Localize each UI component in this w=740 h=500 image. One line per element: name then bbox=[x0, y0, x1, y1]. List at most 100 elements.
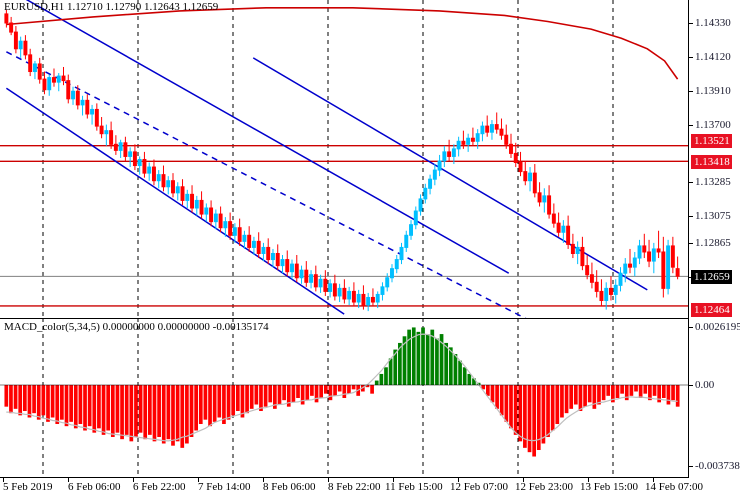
macd-histogram-bar bbox=[509, 385, 513, 429]
candle-body bbox=[589, 274, 594, 283]
macd-histogram-bar bbox=[32, 385, 36, 414]
macd-histogram-bar bbox=[333, 385, 337, 396]
candle-body bbox=[180, 186, 185, 201]
candle-body bbox=[266, 246, 271, 261]
macd-histogram-bar bbox=[106, 385, 111, 431]
macd-histogram-bar bbox=[310, 385, 314, 396]
candle-body bbox=[651, 248, 656, 262]
candle-body bbox=[661, 251, 666, 289]
candle-body bbox=[432, 169, 437, 180]
candle-body bbox=[251, 240, 256, 248]
macd-histogram-bar bbox=[64, 385, 69, 427]
candle-body bbox=[523, 171, 528, 182]
candle-body bbox=[52, 77, 56, 83]
macd-histogram-bar bbox=[661, 385, 666, 399]
macd-histogram-bar bbox=[351, 385, 356, 390]
macd-pane[interactable] bbox=[0, 318, 688, 478]
macd-histogram-bar bbox=[666, 385, 671, 405]
candle-body bbox=[489, 124, 494, 133]
candle-body bbox=[332, 283, 337, 297]
macd-histogram-bar bbox=[60, 385, 64, 420]
time-axis-label: 12 Feb 07:00 bbox=[450, 481, 509, 493]
macd-histogram-bar bbox=[175, 385, 180, 442]
candle-body bbox=[270, 252, 275, 261]
macd-histogram-bar bbox=[296, 385, 300, 399]
time-axis-label: 11 Feb 15:00 bbox=[385, 481, 443, 493]
candle-body bbox=[290, 263, 294, 273]
macd-histogram-bar bbox=[273, 385, 277, 409]
candle-body bbox=[594, 281, 599, 292]
candle-body bbox=[604, 287, 609, 302]
macd-histogram-bar bbox=[41, 385, 46, 416]
candle-body bbox=[399, 246, 404, 261]
macd-histogram-bar bbox=[564, 385, 569, 414]
macd-histogram-bar bbox=[453, 354, 458, 385]
price-axis-label: 1.12865 bbox=[695, 237, 731, 249]
macd-histogram-bar bbox=[472, 378, 476, 385]
price-pane[interactable] bbox=[0, 0, 688, 320]
candle-body bbox=[390, 268, 394, 279]
candle-body bbox=[542, 195, 547, 203]
candle-body bbox=[128, 151, 133, 157]
axis-tick-mark bbox=[689, 125, 693, 126]
symbol-ohlc-label: EURUSD,H1 1.12710 1.12790 1.12643 1.1265… bbox=[4, 1, 219, 13]
macd-histogram-bar bbox=[601, 385, 606, 401]
candle-body bbox=[223, 221, 228, 229]
candle-body bbox=[142, 158, 147, 174]
candle-body bbox=[199, 199, 204, 215]
macd-histogram-bar bbox=[513, 385, 518, 435]
macd-histogram-bar bbox=[629, 385, 634, 396]
macd-histogram-bar bbox=[240, 385, 245, 418]
macd-histogram-bar bbox=[69, 385, 73, 422]
macd-histogram-bar bbox=[444, 342, 449, 385]
candle-body bbox=[404, 234, 409, 248]
pane-separator bbox=[0, 318, 688, 319]
candle-body bbox=[423, 187, 428, 200]
axis-tick-mark bbox=[689, 182, 693, 183]
macd-histogram-bar bbox=[245, 385, 249, 414]
candle-body bbox=[461, 140, 466, 145]
macd-histogram-bar bbox=[87, 385, 92, 427]
candle-body bbox=[561, 225, 566, 233]
macd-histogram-bar bbox=[490, 385, 495, 403]
macd-histogram-bar bbox=[147, 385, 152, 435]
candle-body bbox=[513, 152, 518, 164]
macd-histogram-bar bbox=[504, 385, 509, 422]
candle-body bbox=[551, 213, 556, 224]
candle-body bbox=[166, 180, 171, 188]
trendline bbox=[5, 87, 345, 315]
candle-body bbox=[313, 274, 318, 288]
macd-histogram-bar bbox=[73, 385, 78, 429]
macd-histogram-bar bbox=[587, 385, 592, 403]
time-tick-mark bbox=[588, 478, 589, 482]
candle-body bbox=[171, 180, 175, 194]
macd-chart-canvas bbox=[0, 318, 688, 477]
level-price-label: 1.13521 bbox=[691, 134, 732, 148]
candle-body bbox=[213, 213, 218, 223]
candle-body bbox=[256, 240, 261, 254]
macd-histogram-bar bbox=[606, 385, 611, 396]
candle-body bbox=[475, 133, 480, 142]
candle-body bbox=[470, 137, 475, 142]
candle-body bbox=[275, 252, 280, 267]
macd-histogram-bar bbox=[291, 385, 296, 403]
macd-histogram-bar bbox=[569, 385, 574, 409]
candle-body bbox=[32, 63, 37, 73]
macd-histogram-bar bbox=[129, 385, 134, 442]
macd-histogram-bar bbox=[300, 385, 305, 405]
candle-body bbox=[194, 199, 199, 209]
candle-body bbox=[347, 290, 352, 300]
macd-histogram-bar bbox=[527, 385, 532, 453]
macd-histogram-bar bbox=[398, 342, 402, 385]
axis-tick-mark bbox=[689, 385, 693, 386]
macd-histogram-bar bbox=[578, 385, 583, 412]
candle-body bbox=[351, 290, 356, 303]
candle-body bbox=[642, 245, 647, 253]
macd-histogram-bar bbox=[277, 385, 282, 405]
candle-body bbox=[309, 274, 314, 283]
candle-body bbox=[47, 77, 52, 91]
candle-body bbox=[294, 263, 299, 279]
axis-tick-mark bbox=[689, 23, 693, 24]
price-axis[interactable]: 1.14330 1.14120 1.13910 1.13700 1.13285 1.130… bbox=[689, 0, 740, 500]
candle-body bbox=[613, 284, 618, 295]
